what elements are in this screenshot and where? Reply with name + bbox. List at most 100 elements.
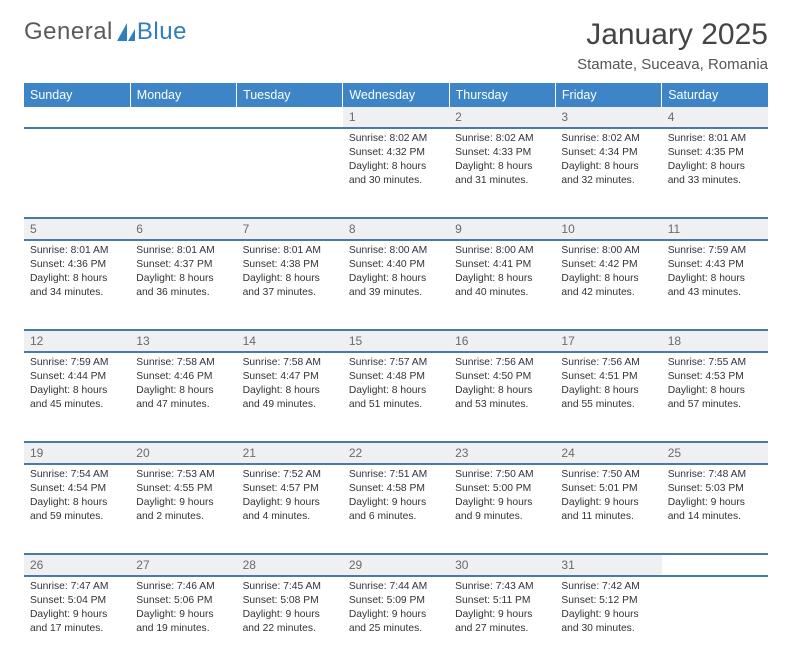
logo: General Blue — [24, 18, 187, 46]
day-body: Sunrise: 8:00 AMSunset: 4:41 PMDaylight:… — [449, 241, 555, 306]
day-number-cell: 8 — [343, 218, 449, 240]
day-number-cell: 20 — [130, 442, 236, 464]
day-body: Sunrise: 8:00 AMSunset: 4:40 PMDaylight:… — [343, 241, 449, 306]
week-row: Sunrise: 8:01 AMSunset: 4:36 PMDaylight:… — [24, 240, 768, 330]
weekday-header-row: SundayMondayTuesdayWednesdayThursdayFrid… — [24, 83, 768, 107]
day-number-cell: 13 — [130, 330, 236, 352]
day-number-cell: 23 — [449, 442, 555, 464]
day-number-cell: 22 — [343, 442, 449, 464]
day-body: Sunrise: 7:48 AMSunset: 5:03 PMDaylight:… — [662, 465, 768, 530]
day-number-cell — [237, 107, 343, 128]
weekday-header: Monday — [130, 83, 236, 107]
weekday-header: Sunday — [24, 83, 130, 107]
day-cell: Sunrise: 8:02 AMSunset: 4:34 PMDaylight:… — [555, 128, 661, 218]
day-cell — [237, 128, 343, 218]
day-number-cell: 17 — [555, 330, 661, 352]
day-cell: Sunrise: 7:59 AMSunset: 4:43 PMDaylight:… — [662, 240, 768, 330]
logo-word-1: General — [24, 18, 113, 46]
day-body: Sunrise: 8:02 AMSunset: 4:32 PMDaylight:… — [343, 129, 449, 194]
page-title: January 2025 — [577, 18, 768, 52]
day-body: Sunrise: 7:58 AMSunset: 4:47 PMDaylight:… — [237, 353, 343, 418]
weekday-header: Wednesday — [343, 83, 449, 107]
day-cell: Sunrise: 7:50 AMSunset: 5:01 PMDaylight:… — [555, 464, 661, 554]
day-cell: Sunrise: 7:45 AMSunset: 5:08 PMDaylight:… — [237, 576, 343, 666]
day-body: Sunrise: 7:58 AMSunset: 4:46 PMDaylight:… — [130, 353, 236, 418]
day-number-cell: 24 — [555, 442, 661, 464]
day-cell: Sunrise: 7:50 AMSunset: 5:00 PMDaylight:… — [449, 464, 555, 554]
day-number-cell: 12 — [24, 330, 130, 352]
weekday-header: Saturday — [662, 83, 768, 107]
day-body: Sunrise: 7:56 AMSunset: 4:51 PMDaylight:… — [555, 353, 661, 418]
day-cell: Sunrise: 7:52 AMSunset: 4:57 PMDaylight:… — [237, 464, 343, 554]
day-body: Sunrise: 8:01 AMSunset: 4:35 PMDaylight:… — [662, 129, 768, 194]
day-body: Sunrise: 7:57 AMSunset: 4:48 PMDaylight:… — [343, 353, 449, 418]
day-cell: Sunrise: 7:56 AMSunset: 4:50 PMDaylight:… — [449, 352, 555, 442]
day-body: Sunrise: 7:52 AMSunset: 4:57 PMDaylight:… — [237, 465, 343, 530]
daynum-row: 1234 — [24, 107, 768, 128]
day-body: Sunrise: 7:42 AMSunset: 5:12 PMDaylight:… — [555, 577, 661, 642]
location-text: Stamate, Suceava, Romania — [577, 56, 768, 73]
day-number-cell: 27 — [130, 554, 236, 576]
logo-word-2: Blue — [137, 18, 187, 46]
day-number-cell: 31 — [555, 554, 661, 576]
daynum-row: 567891011 — [24, 218, 768, 240]
day-body: Sunrise: 7:46 AMSunset: 5:06 PMDaylight:… — [130, 577, 236, 642]
day-body: Sunrise: 8:02 AMSunset: 4:33 PMDaylight:… — [449, 129, 555, 194]
day-number-cell: 16 — [449, 330, 555, 352]
day-cell: Sunrise: 7:56 AMSunset: 4:51 PMDaylight:… — [555, 352, 661, 442]
day-number-cell: 14 — [237, 330, 343, 352]
day-cell: Sunrise: 7:55 AMSunset: 4:53 PMDaylight:… — [662, 352, 768, 442]
week-row: Sunrise: 7:47 AMSunset: 5:04 PMDaylight:… — [24, 576, 768, 666]
day-body: Sunrise: 7:50 AMSunset: 5:00 PMDaylight:… — [449, 465, 555, 530]
day-number-cell: 26 — [24, 554, 130, 576]
day-number-cell — [24, 107, 130, 128]
day-number-cell: 4 — [662, 107, 768, 128]
day-number-cell: 11 — [662, 218, 768, 240]
day-body: Sunrise: 7:54 AMSunset: 4:54 PMDaylight:… — [24, 465, 130, 530]
day-body: Sunrise: 8:01 AMSunset: 4:36 PMDaylight:… — [24, 241, 130, 306]
day-body: Sunrise: 7:59 AMSunset: 4:44 PMDaylight:… — [24, 353, 130, 418]
day-body: Sunrise: 8:01 AMSunset: 4:37 PMDaylight:… — [130, 241, 236, 306]
day-cell: Sunrise: 7:54 AMSunset: 4:54 PMDaylight:… — [24, 464, 130, 554]
week-row: Sunrise: 8:02 AMSunset: 4:32 PMDaylight:… — [24, 128, 768, 218]
day-number-cell: 9 — [449, 218, 555, 240]
day-body: Sunrise: 8:02 AMSunset: 4:34 PMDaylight:… — [555, 129, 661, 194]
day-cell: Sunrise: 8:01 AMSunset: 4:37 PMDaylight:… — [130, 240, 236, 330]
day-number-cell: 18 — [662, 330, 768, 352]
day-body: Sunrise: 7:53 AMSunset: 4:55 PMDaylight:… — [130, 465, 236, 530]
day-cell: Sunrise: 7:48 AMSunset: 5:03 PMDaylight:… — [662, 464, 768, 554]
day-cell: Sunrise: 8:01 AMSunset: 4:35 PMDaylight:… — [662, 128, 768, 218]
day-body: Sunrise: 7:59 AMSunset: 4:43 PMDaylight:… — [662, 241, 768, 306]
calendar-body: 1234Sunrise: 8:02 AMSunset: 4:32 PMDayli… — [24, 107, 768, 666]
day-cell: Sunrise: 8:01 AMSunset: 4:36 PMDaylight:… — [24, 240, 130, 330]
day-body: Sunrise: 7:55 AMSunset: 4:53 PMDaylight:… — [662, 353, 768, 418]
day-number-cell: 28 — [237, 554, 343, 576]
calendar-table: SundayMondayTuesdayWednesdayThursdayFrid… — [24, 83, 768, 666]
day-body: Sunrise: 7:50 AMSunset: 5:01 PMDaylight:… — [555, 465, 661, 530]
day-body: Sunrise: 8:00 AMSunset: 4:42 PMDaylight:… — [555, 241, 661, 306]
weekday-header: Tuesday — [237, 83, 343, 107]
day-body: Sunrise: 7:45 AMSunset: 5:08 PMDaylight:… — [237, 577, 343, 642]
day-cell: Sunrise: 7:58 AMSunset: 4:46 PMDaylight:… — [130, 352, 236, 442]
day-number-cell: 5 — [24, 218, 130, 240]
day-cell: Sunrise: 7:46 AMSunset: 5:06 PMDaylight:… — [130, 576, 236, 666]
day-number-cell: 25 — [662, 442, 768, 464]
week-row: Sunrise: 7:54 AMSunset: 4:54 PMDaylight:… — [24, 464, 768, 554]
day-number-cell: 30 — [449, 554, 555, 576]
day-cell: Sunrise: 8:02 AMSunset: 4:32 PMDaylight:… — [343, 128, 449, 218]
day-cell — [662, 576, 768, 666]
day-body: Sunrise: 7:56 AMSunset: 4:50 PMDaylight:… — [449, 353, 555, 418]
day-number-cell: 19 — [24, 442, 130, 464]
day-cell: Sunrise: 7:59 AMSunset: 4:44 PMDaylight:… — [24, 352, 130, 442]
day-cell — [130, 128, 236, 218]
weekday-header: Thursday — [449, 83, 555, 107]
day-number-cell: 2 — [449, 107, 555, 128]
day-cell: Sunrise: 7:51 AMSunset: 4:58 PMDaylight:… — [343, 464, 449, 554]
day-number-cell — [130, 107, 236, 128]
daynum-row: 19202122232425 — [24, 442, 768, 464]
day-body: Sunrise: 7:47 AMSunset: 5:04 PMDaylight:… — [24, 577, 130, 642]
day-body: Sunrise: 7:51 AMSunset: 4:58 PMDaylight:… — [343, 465, 449, 530]
day-body: Sunrise: 8:01 AMSunset: 4:38 PMDaylight:… — [237, 241, 343, 306]
daynum-row: 262728293031 — [24, 554, 768, 576]
day-cell: Sunrise: 8:00 AMSunset: 4:42 PMDaylight:… — [555, 240, 661, 330]
